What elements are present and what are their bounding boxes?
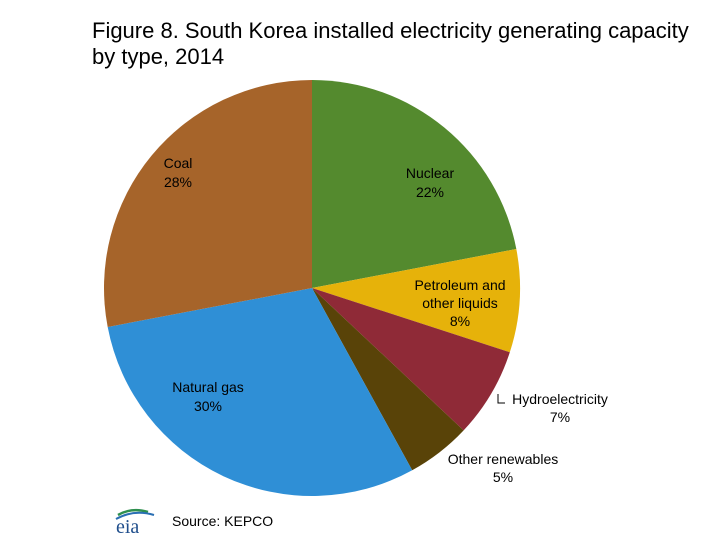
slice-name-label: Petroleum and [414,277,505,293]
pie-slice-nuclear [312,80,517,288]
slice-label-other-renewables: Other renewables 5% [448,451,559,485]
pie-slice-coal [103,79,312,327]
slice-label-petroleum-and-other-liquids: Petroleum and other liquids 8% [414,277,505,329]
pie-slice-natural-gas [107,288,413,496]
slice-value-label: 28% [164,174,192,190]
slice-value-label: 30% [194,398,222,414]
slice-label-hydroelectricity: Hydroelectricity 7% [497,391,608,425]
label-leader-line [497,394,505,404]
eia-logo: eia [115,508,155,536]
slice-name-label: Other renewables [448,451,559,467]
slice-label-coal: Coal 28% [164,155,193,190]
slice-value-label: 7% [550,409,570,425]
slice-name-label: Coal [164,155,193,171]
pie-slice-other-renewables [312,288,464,471]
slice-name-label: Hydroelectricity [512,391,608,407]
slice-name-label: Nuclear [406,165,455,181]
slice-value-label: 8% [450,313,470,329]
slice-label-nuclear: Nuclear 22% [406,165,455,200]
pie-slice-petroleum-and-other-liquids [312,249,521,353]
slice-value-label: 5% [493,469,513,485]
slice-label-natural-gas: Natural gas 30% [172,379,244,414]
slice-name-label: other liquids [422,295,498,311]
pie-slice-hydroelectricity [312,288,510,431]
source-footer: eia Source: KEPCO [112,506,273,536]
source-text: Source: KEPCO [172,513,274,529]
slice-value-label: 22% [416,184,444,200]
chart-title: Figure 8. South Korea installed electric… [92,18,689,69]
eia-logo-text: eia [116,516,139,536]
slice-name-label: Natural gas [172,379,244,395]
